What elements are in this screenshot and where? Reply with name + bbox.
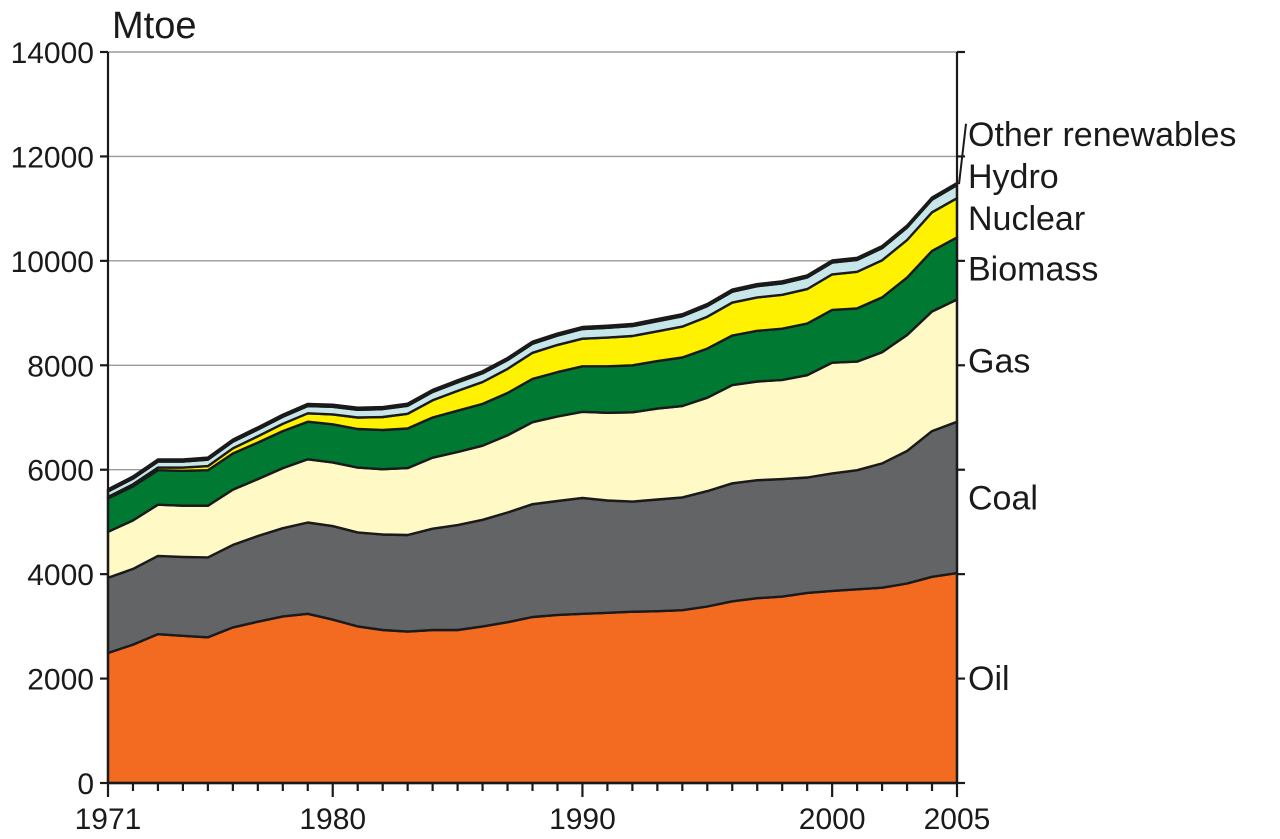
y-tick-label-4000: 4000 (27, 559, 94, 592)
axes (100, 50, 965, 797)
y-tick-label-2000: 2000 (27, 664, 94, 697)
y-tick-label-6000: 6000 (27, 455, 94, 488)
series-label-biomass: Biomass (968, 250, 1098, 288)
y-tick-label-10000: 10000 (11, 246, 94, 279)
y-tick-label-12000: 12000 (11, 141, 94, 174)
y-tick-label-8000: 8000 (27, 350, 94, 383)
series-labels: Oil Coal Gas Biomass Nuclear Hydro Other renew… (958, 116, 1236, 698)
y-tick-label-0: 0 (77, 768, 94, 801)
x-tick-label-1971: 1971 (75, 803, 142, 836)
x-tick-label-2005: 2005 (924, 803, 991, 836)
x-tick-label-1990: 1990 (549, 803, 616, 836)
series-label-nuclear: Nuclear (968, 200, 1085, 238)
series-label-hydro: Hydro (968, 158, 1059, 196)
series-label-other-renewables: Other renewables (968, 116, 1236, 154)
y-axis-label: Mtoe (112, 5, 196, 47)
x-tick-label-2000: 2000 (799, 803, 866, 836)
label-leader-line (958, 123, 967, 185)
y-tick-label-14000: 14000 (11, 37, 94, 70)
series-label-gas: Gas (968, 343, 1030, 381)
x-tick-label-1980: 1980 (299, 803, 366, 836)
series-label-oil: Oil (968, 660, 1010, 698)
series-label-coal: Coal (968, 479, 1038, 517)
stacked-areas (106, 181, 959, 785)
tick-labels: 0 2000 4000 6000 8000 10000 12000 14000 1971 1980… (11, 37, 991, 836)
